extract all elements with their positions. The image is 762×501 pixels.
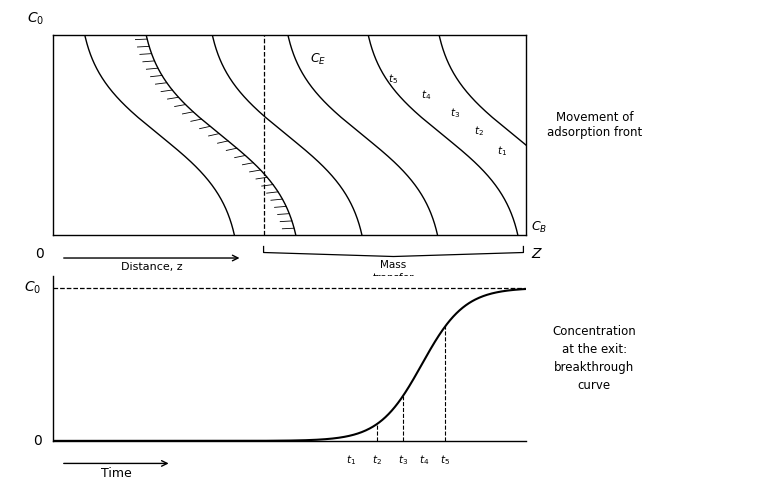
Text: $t_2$: $t_2$ xyxy=(372,453,382,467)
Text: $t_4$: $t_4$ xyxy=(421,88,432,102)
Text: $t_1$: $t_1$ xyxy=(497,144,507,158)
Text: Mass
transfer
zone at $t_2$: Mass transfer zone at $t_2$ xyxy=(367,260,419,301)
Text: $t_3$: $t_3$ xyxy=(450,106,460,120)
Text: $C_0$: $C_0$ xyxy=(24,280,42,296)
Text: $t_5$: $t_5$ xyxy=(440,453,450,467)
Text: Movement of
adsorption front: Movement of adsorption front xyxy=(547,111,642,139)
Text: Distance, z: Distance, z xyxy=(121,262,182,272)
Text: $C_E$: $C_E$ xyxy=(310,52,326,67)
Text: $t_5$: $t_5$ xyxy=(389,72,399,86)
Text: $Z$: $Z$ xyxy=(530,247,543,262)
Text: Time: Time xyxy=(101,467,132,480)
Text: $C_B$: $C_B$ xyxy=(530,220,546,235)
Text: $t_3$: $t_3$ xyxy=(398,453,408,467)
Text: $t_2$: $t_2$ xyxy=(473,124,484,138)
Text: 0: 0 xyxy=(35,247,44,262)
Text: $t_4$: $t_4$ xyxy=(419,453,429,467)
Text: 0: 0 xyxy=(33,434,42,448)
Text: $t_1$: $t_1$ xyxy=(346,453,356,467)
Text: Concentration
at the exit:
breakthrough
curve: Concentration at the exit: breakthrough … xyxy=(552,325,636,392)
Text: $C_0$: $C_0$ xyxy=(27,11,44,27)
